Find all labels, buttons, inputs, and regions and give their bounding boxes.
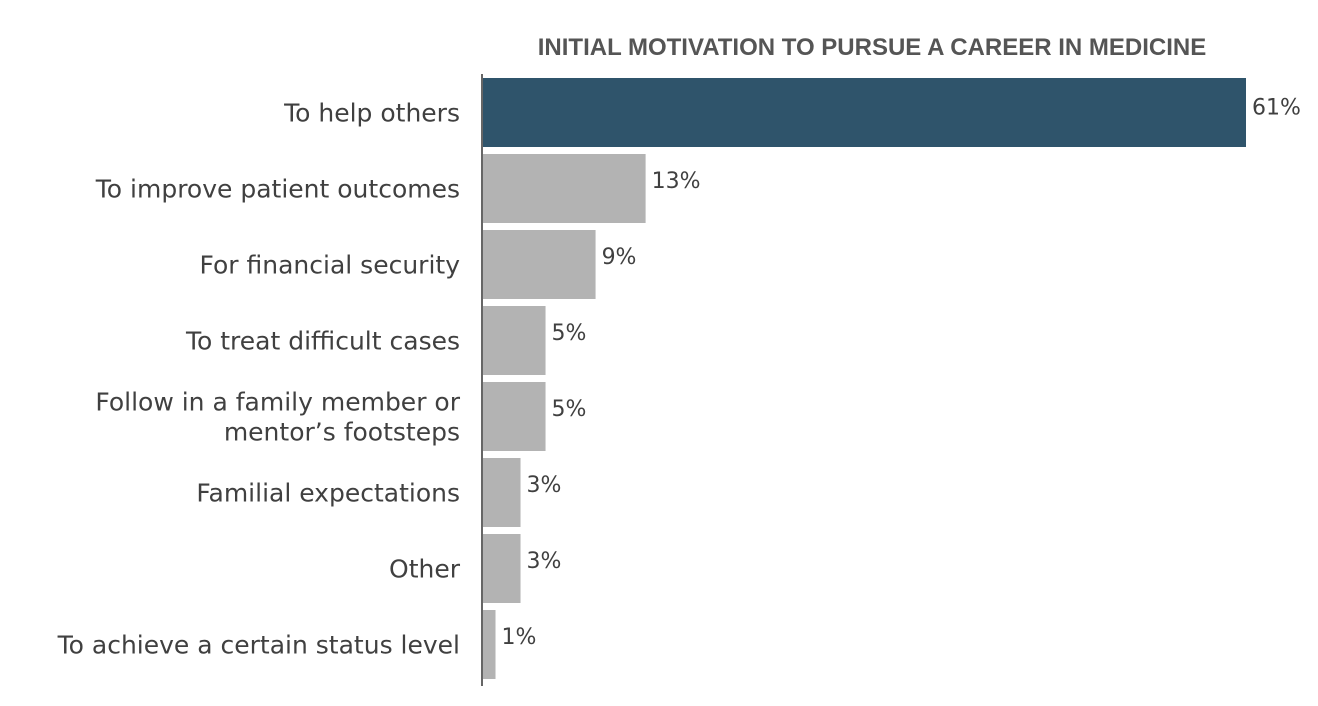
category-label: Follow in a family member or mentor’s foo… (95, 388, 460, 447)
value-label: 5% (552, 397, 587, 422)
value-label: 3% (527, 549, 562, 574)
value-label: 13% (652, 169, 701, 194)
bar (483, 306, 546, 375)
category-label-line: For financial security (200, 251, 461, 280)
category-label: For financial security (200, 251, 461, 280)
category-label: Familial expectations (196, 479, 460, 508)
category-label: Other (389, 555, 461, 584)
bar (483, 534, 521, 603)
bars-group (483, 78, 1246, 679)
chart-title: INITIAL MOTIVATION TO PURSUE A CAREER IN… (538, 34, 1206, 61)
category-label-line: Familial expectations (196, 479, 460, 508)
category-label-line: To help others (283, 99, 460, 128)
category-label: To treat difficult cases (185, 327, 460, 356)
category-label-line: Follow in a family member or (95, 388, 460, 417)
value-label: 61% (1252, 96, 1301, 121)
bar (483, 78, 1246, 147)
category-label: To help others (283, 99, 460, 128)
category-label: To improve patient outcomes (95, 175, 460, 204)
value-label: 5% (552, 321, 587, 346)
value-label: 1% (502, 625, 537, 650)
bar (483, 230, 596, 299)
bar (483, 458, 521, 527)
category-label-line: Other (389, 555, 461, 584)
category-labels-group: To help others To improve patient outcome… (57, 99, 461, 660)
category-label: To achieve a certain status level (57, 631, 460, 660)
bar (483, 382, 546, 451)
value-label: 3% (527, 473, 562, 498)
category-label-line: To treat difficult cases (185, 327, 460, 356)
value-labels-group: 61% 13% 9% 5% 5% 3% 3% 1% (502, 96, 1301, 651)
category-label-line: To improve patient outcomes (95, 175, 460, 204)
value-label: 9% (602, 245, 637, 270)
bar (483, 610, 496, 679)
category-label-line: mentor’s footsteps (224, 418, 460, 447)
bar (483, 154, 646, 223)
category-label-line: To achieve a certain status level (57, 631, 460, 660)
